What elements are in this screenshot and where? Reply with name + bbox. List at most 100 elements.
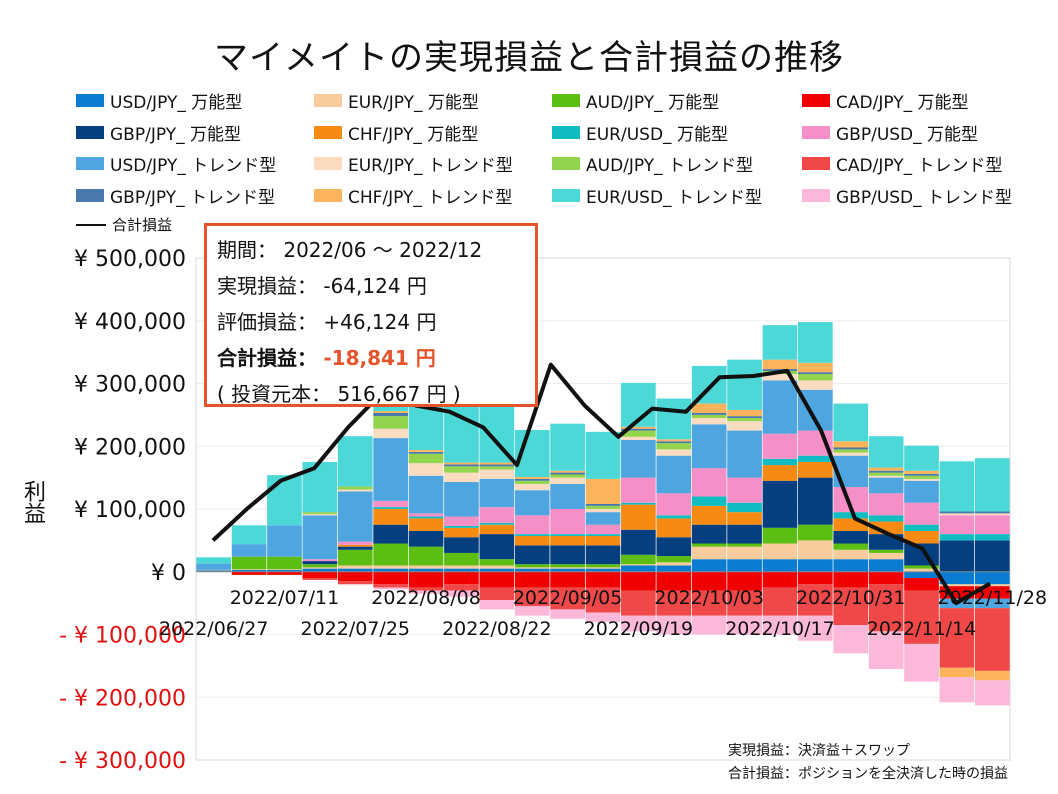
bar-segment: [585, 503, 621, 506]
bar-segment: [550, 587, 585, 610]
bar-segment: [798, 559, 833, 572]
summary-tooltip: 期間： 2022/06 ～ 2022/12 実現損益： -64,124 円 評価…: [204, 223, 538, 407]
y-tick-label: ¥ 0: [151, 561, 186, 586]
bar-segment: [337, 436, 373, 487]
legend-item: GBP/JPY_ 万能型: [76, 120, 241, 145]
bar-segment: [727, 430, 762, 478]
bar-segment: [621, 436, 656, 440]
y-tick-label: - ¥ 200,000: [59, 686, 186, 711]
x-tick-label: 2022/10/17: [725, 618, 835, 640]
bar-segment: [868, 559, 904, 572]
footnote-total: 合計損益：ポジションを全決済した時の損益: [728, 766, 1008, 782]
bar-segment: [550, 423, 585, 471]
bar-segment: [514, 567, 550, 569]
bar-segment: [621, 477, 656, 503]
bar-segment: [656, 455, 692, 494]
bar-segment: [267, 571, 302, 575]
bar-segment: [444, 525, 479, 528]
bar-segment: [939, 513, 975, 516]
bar-segment: [444, 466, 479, 473]
bar-segment: [727, 559, 762, 572]
bar-segment: [337, 491, 373, 542]
bar-segment: [974, 680, 1010, 706]
bar-segment: [868, 549, 904, 553]
x-tick-label: 2022/09/05: [513, 587, 623, 609]
bar-segment: [550, 545, 585, 565]
bar-segment: [479, 524, 515, 535]
bar-segment: [337, 486, 373, 490]
chart-title: マイメイトの実現損益と合計損益の推移: [214, 38, 844, 78]
bar-segment: [939, 540, 975, 572]
bar-segment: [798, 540, 833, 560]
bar-segment: [585, 534, 621, 536]
legend-item: CAD/JPY_ 万能型: [802, 88, 969, 113]
bar-segment: [337, 565, 373, 569]
bar-segment: [656, 518, 692, 538]
bar-segment: [621, 615, 656, 632]
bar-segment: [550, 568, 585, 572]
bar-segment: [656, 590, 692, 616]
bar-segment: [974, 598, 1010, 609]
bar-segment: [373, 412, 408, 417]
bar-segment: [514, 490, 550, 516]
tooltip-unrealized: 評価損益： +46,124 円: [217, 310, 437, 334]
legend-item: USD/JPY_ トレンド型: [76, 151, 276, 176]
bar-segment: [408, 571, 444, 588]
bar-segment: [727, 590, 762, 616]
bar-segment: [868, 493, 904, 516]
bar-segment: [762, 559, 798, 572]
legend-swatch: [802, 157, 830, 170]
bar-segment: [798, 374, 833, 381]
bar-segment: [798, 571, 833, 585]
legend-swatch: [76, 188, 104, 202]
bar-segment: [656, 571, 692, 591]
bar-segment: [267, 525, 302, 557]
bar-segment: [444, 462, 479, 465]
y-tick-label: - ¥ 100,000: [59, 624, 186, 649]
bar-segment: [514, 478, 550, 481]
bar-segment: [727, 546, 762, 560]
y-tick-label: - ¥ 300,000: [59, 749, 186, 774]
bar-segment: [479, 507, 515, 523]
bar-segment: [479, 534, 515, 560]
legend-swatch: [552, 157, 580, 170]
bar-segment: [444, 590, 479, 597]
legend-label: CHF/JPY_ 万能型: [348, 124, 479, 145]
bar-segment: [691, 615, 727, 635]
bar-segment: [621, 565, 656, 572]
bar-segment: [621, 428, 656, 431]
bar-segment: [904, 571, 939, 579]
bar-segment: [408, 475, 444, 514]
legend-swatch: [552, 188, 580, 202]
bar-segment: [974, 608, 1010, 671]
bar-segment: [798, 372, 833, 375]
bar-segment: [939, 511, 975, 514]
legend-item: USD/JPY_ 万能型: [76, 88, 242, 113]
bar-segment: [798, 477, 833, 525]
bar-segment: [833, 452, 869, 456]
bar-segment: [585, 478, 621, 504]
legend-label: USD/JPY_ トレンド型: [110, 156, 277, 176]
x-tick-label: 2022/10/03: [654, 587, 764, 609]
bar-segment: [691, 403, 727, 413]
bar-segment: [762, 433, 798, 459]
x-tick-label: 2022/07/25: [301, 618, 411, 640]
bar-segment: [904, 473, 939, 476]
bar-segment: [868, 515, 904, 522]
bar-segment: [798, 615, 833, 641]
y-tick-label: ¥ 400,000: [74, 310, 186, 335]
bar-segment: [904, 470, 939, 474]
bar-segment: [904, 590, 939, 644]
bar-segment: [514, 568, 550, 572]
legend-swatch: [802, 188, 830, 202]
bar-segment: [585, 587, 621, 613]
bar-segment: [408, 453, 444, 464]
bar-segment: [798, 362, 833, 373]
bar-segment: [444, 537, 479, 553]
bar-segment: [302, 568, 338, 572]
bar-segment: [691, 524, 727, 544]
bar-segment: [656, 439, 692, 442]
bar-segment: [585, 571, 621, 588]
bar-segment: [833, 549, 869, 560]
bar-segment: [479, 571, 515, 588]
